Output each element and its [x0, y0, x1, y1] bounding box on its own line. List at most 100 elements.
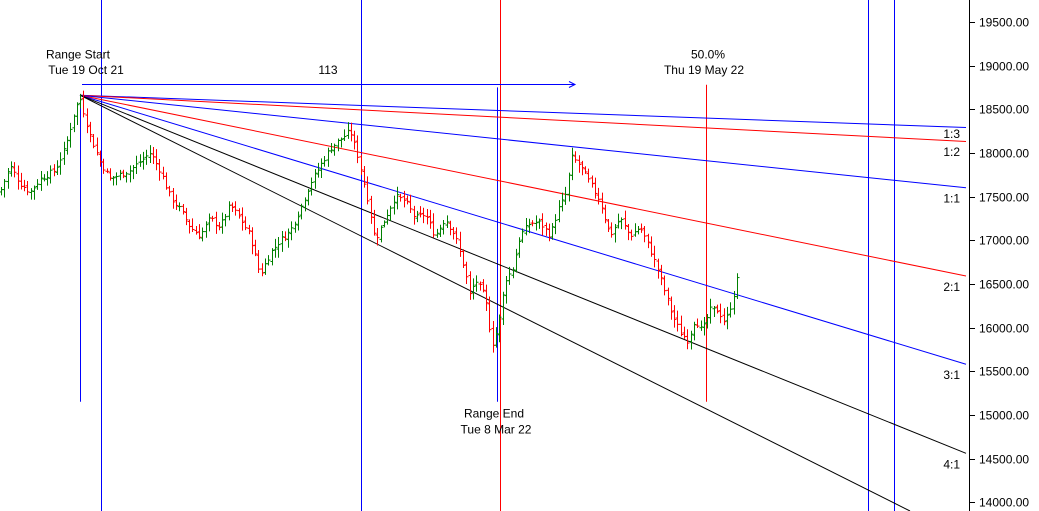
price-bar [662, 275, 667, 296]
price-bar [405, 195, 410, 205]
price-bar [695, 318, 700, 329]
price-bar [253, 239, 258, 257]
price-bar [441, 219, 446, 235]
price-bar [672, 305, 677, 328]
price-bar [675, 310, 680, 332]
price-bar [728, 302, 733, 318]
price-bar [609, 222, 614, 238]
price-bar [240, 207, 245, 231]
price-bar [553, 214, 558, 235]
price-bar [494, 327, 499, 348]
price-bar [6, 167, 11, 189]
price-bar [606, 218, 611, 233]
fan-ratio-label: 1:3 [943, 127, 960, 141]
price-bar [210, 215, 215, 222]
price-bar [138, 154, 143, 167]
price-bar [454, 227, 459, 244]
price-bar [560, 192, 565, 212]
price-bar [12, 162, 17, 178]
price-bar [111, 175, 116, 186]
price-bar [603, 204, 608, 224]
price-bar [52, 164, 57, 177]
price-bar [431, 213, 436, 238]
price-bar [530, 220, 535, 227]
price-bar [629, 229, 634, 241]
price-bar [586, 168, 591, 183]
price-bar [286, 228, 291, 248]
price-bar [527, 218, 532, 234]
price-bar [260, 263, 265, 277]
price-bar [468, 271, 473, 300]
price-bar [577, 155, 582, 173]
price-bar [692, 321, 697, 341]
price-tick-label: 19500.00 [979, 16, 1029, 30]
price-bar [652, 245, 657, 268]
price-bar [114, 172, 119, 186]
price-axis-ticks: 19500.00 19000.00 18500.00 18000.00 17500.00… [969, 16, 1029, 510]
price-bar [144, 149, 149, 165]
price-bar [247, 224, 252, 235]
price-bar [478, 281, 483, 291]
price-bar [544, 222, 549, 236]
price-bar [75, 102, 80, 125]
fan-ratio-label: 2:1 [943, 280, 960, 294]
price-bar [438, 224, 443, 238]
annotation-label: Thu 19 May 22 [664, 63, 744, 77]
price-tick-label: 15500.00 [979, 365, 1029, 379]
price-bar [223, 214, 228, 227]
fan-ratio-label: 1:2 [943, 145, 960, 159]
price-bar [124, 171, 129, 183]
price-bar [570, 147, 575, 181]
price-bar [636, 225, 641, 235]
price-tick-label: 18000.00 [979, 147, 1029, 161]
fan-ratio-label: 4:1 [943, 457, 960, 471]
price-bar [362, 166, 367, 188]
price-bar [388, 205, 393, 221]
annotation-label: Tue 8 Mar 22 [461, 422, 532, 436]
price-bar [293, 221, 298, 233]
price-bar [583, 166, 588, 174]
price-bar [121, 169, 126, 179]
price-tick-label: 17500.00 [979, 191, 1029, 205]
price-bar [101, 158, 106, 174]
price-bar [600, 192, 605, 214]
price-bar [507, 266, 512, 285]
price-bar [48, 165, 53, 184]
price-bar [204, 221, 209, 238]
price-bar [313, 168, 318, 189]
price-bar [78, 93, 83, 109]
price-axis: 19500.00 19000.00 18500.00 18000.00 17500.00… [969, 0, 1029, 511]
price-bar [497, 314, 502, 343]
price-bar [141, 151, 146, 170]
price-bar [98, 150, 103, 167]
price-bar [418, 206, 423, 218]
annotation-label: Range End [464, 407, 524, 421]
price-bar [596, 187, 601, 205]
price-bar [421, 207, 426, 224]
price-bar [464, 261, 469, 285]
price-bar [200, 227, 205, 242]
price-bar [679, 315, 684, 337]
price-bar [593, 177, 598, 199]
price-bar [68, 122, 73, 148]
price-bar [339, 137, 344, 148]
price-bar [619, 217, 624, 230]
price-bar [484, 284, 489, 311]
price-bar [322, 156, 327, 167]
annotation-label: 50.0% [691, 48, 725, 62]
price-bar [451, 227, 456, 240]
price-tick-label: 18500.00 [979, 103, 1029, 117]
price-bar [725, 306, 730, 330]
price-bar [718, 303, 723, 324]
price-bar [474, 275, 479, 292]
price-bar [230, 202, 235, 213]
price-bar [157, 158, 162, 181]
price-bar [715, 304, 720, 314]
price-bar [412, 205, 417, 225]
price-bar [501, 291, 506, 326]
price-bar [233, 201, 238, 216]
price-bar [537, 218, 542, 229]
price-bar [735, 273, 740, 299]
price-bar [105, 168, 110, 174]
price-bar [256, 250, 261, 273]
